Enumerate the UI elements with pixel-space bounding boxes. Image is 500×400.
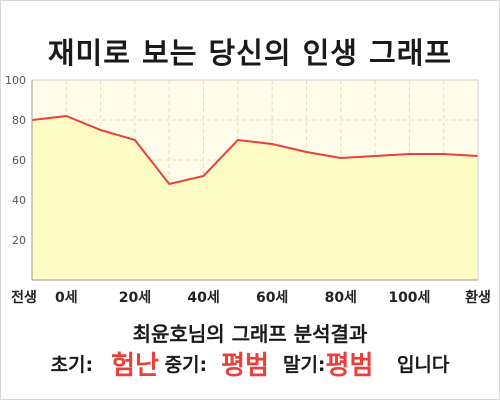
- x-tick-label: 60세: [256, 290, 288, 306]
- series-line: [31, 114, 479, 186]
- page-title: 재미로 보는 당신의 인생 그래프: [47, 36, 453, 70]
- x-tick-label: 전생: [11, 289, 37, 306]
- analysis-headline: 최윤호님의 그래프 분석결과: [132, 322, 368, 346]
- early-value: 험난: [111, 351, 159, 381]
- mid-value: 평범: [221, 351, 269, 381]
- x-tick-label: 100세: [388, 290, 430, 306]
- ending-text: 입니다: [396, 354, 450, 376]
- mid-label: 중기:: [164, 354, 208, 376]
- analysis-summary: 초기: 험난 중기: 평범 말기:평범 입니다: [0, 345, 500, 382]
- x-tick-labels: 전생 0세 20세 40세 60세 80세 100세 환생: [11, 289, 491, 306]
- y-tick-label: 40: [12, 194, 26, 207]
- x-tick-label: 20세: [119, 290, 151, 306]
- late-value: 평범: [325, 351, 374, 381]
- x-tick-label: 80세: [325, 290, 357, 306]
- y-tick-label: 80: [12, 114, 26, 127]
- y-tick-label: 20: [12, 234, 26, 247]
- y-tick-label: 60: [12, 154, 26, 167]
- late-label: 말기:: [282, 354, 326, 376]
- x-tick-label: 0세: [55, 290, 78, 306]
- early-label: 초기:: [50, 354, 94, 376]
- y-tick-labels: 20 40 60 80 100: [5, 74, 26, 247]
- y-tick-label: 100: [5, 74, 26, 87]
- x-tick-label: 40세: [187, 290, 219, 306]
- axes: [31, 79, 479, 281]
- x-tick-label: 환생: [465, 289, 491, 306]
